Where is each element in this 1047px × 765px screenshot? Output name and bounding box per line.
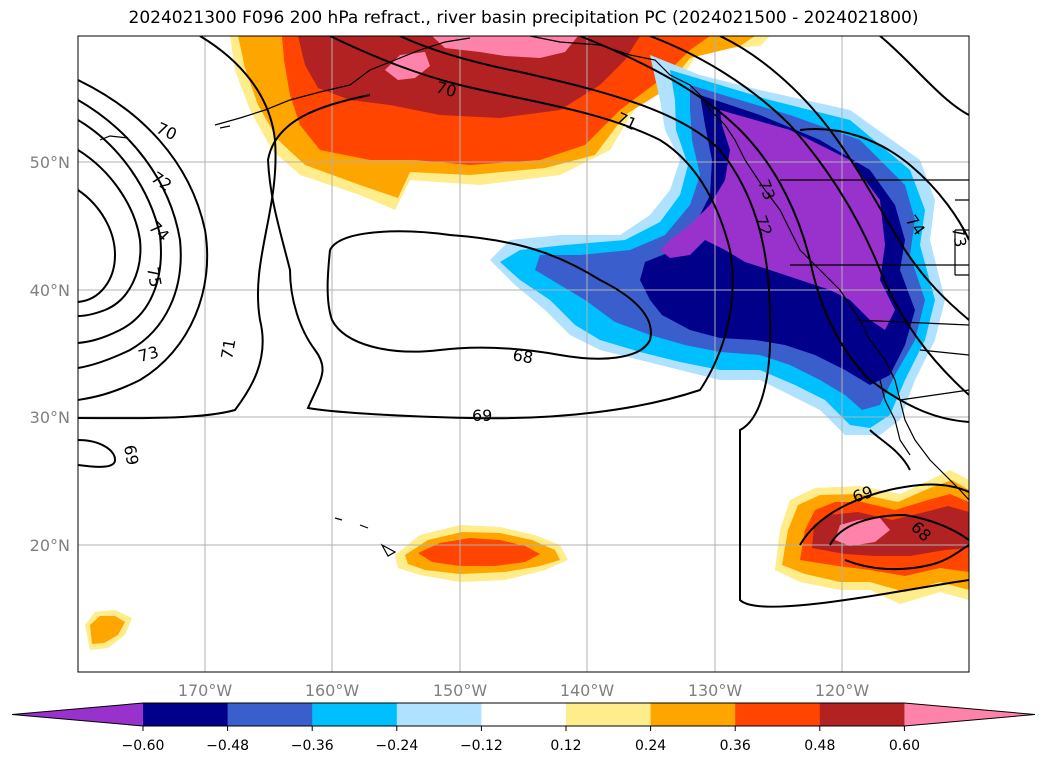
colorbar-tick-label: −0.36 <box>291 738 334 754</box>
contour-label: 70 <box>434 78 459 102</box>
lon-label: 140°W <box>560 681 615 700</box>
longitude-labels: 170°W 160°W 150°W 140°W 130°W 120°W <box>178 681 870 700</box>
map-frame <box>77 35 970 673</box>
latitude-labels: 50°N 40°N 30°N 20°N <box>30 153 70 555</box>
colorbar-tick-label: −0.48 <box>206 738 249 754</box>
colorbar-tick-labels: −0.60 −0.48 −0.36 −0.24 −0.12 0.12 0.24 0.36 0.4… <box>122 738 920 754</box>
lat-label: 20°N <box>30 536 70 555</box>
contour-label: 69 <box>472 406 492 425</box>
colorbar-tick-label: 0.24 <box>635 738 666 754</box>
contour-label: 68 <box>511 345 534 367</box>
contour-label: 73 <box>136 342 161 366</box>
contour-label: 73 <box>948 225 970 248</box>
lon-label: 120°W <box>815 681 870 700</box>
lat-label: 40°N <box>30 281 70 300</box>
lat-label: 30°N <box>30 408 70 427</box>
map-title: 2024021300 F096 200 hPa refract., river … <box>128 8 919 28</box>
colorbar-tick-label: −0.12 <box>460 738 503 754</box>
colorbar-segment <box>735 703 821 726</box>
colorbar-segment <box>312 703 398 726</box>
contour-label: 75 <box>143 265 165 288</box>
colorbar-extend-min <box>12 703 143 726</box>
colorbar <box>11 702 1036 731</box>
colorbar-tick-label: −0.60 <box>122 738 165 754</box>
colorbar-tick-label: 0.60 <box>889 738 920 754</box>
colorbar-segment <box>566 703 652 726</box>
colorbar-segment <box>650 703 736 726</box>
colorbar-segment <box>819 703 905 726</box>
colorbar-segment <box>143 703 229 726</box>
colorbar-tick-label: −0.24 <box>375 738 418 754</box>
lon-label: 150°W <box>433 681 488 700</box>
lon-label: 170°W <box>178 681 233 700</box>
colorbar-tick-label: 0.12 <box>550 738 581 754</box>
lon-label: 130°W <box>688 681 743 700</box>
lat-label: 50°N <box>30 153 70 172</box>
contour-label: 69 <box>120 443 142 466</box>
colorbar-extend-max <box>904 703 1035 726</box>
lon-label: 160°W <box>305 681 360 700</box>
colorbar-segment <box>227 703 313 726</box>
colorbar-tick-label: 0.36 <box>720 738 751 754</box>
precip-region-north-pacific-positive <box>230 36 770 210</box>
map-plot-area: 70 72 74 75 73 71 70 71 68 69 69 72 73 7… <box>78 36 970 672</box>
colorbar-tick-label: 0.48 <box>804 738 835 754</box>
refractivity-contours <box>78 36 969 608</box>
colorbar-segment <box>481 703 567 726</box>
contour-label: 71 <box>217 337 239 360</box>
colorbar-segment <box>396 703 482 726</box>
